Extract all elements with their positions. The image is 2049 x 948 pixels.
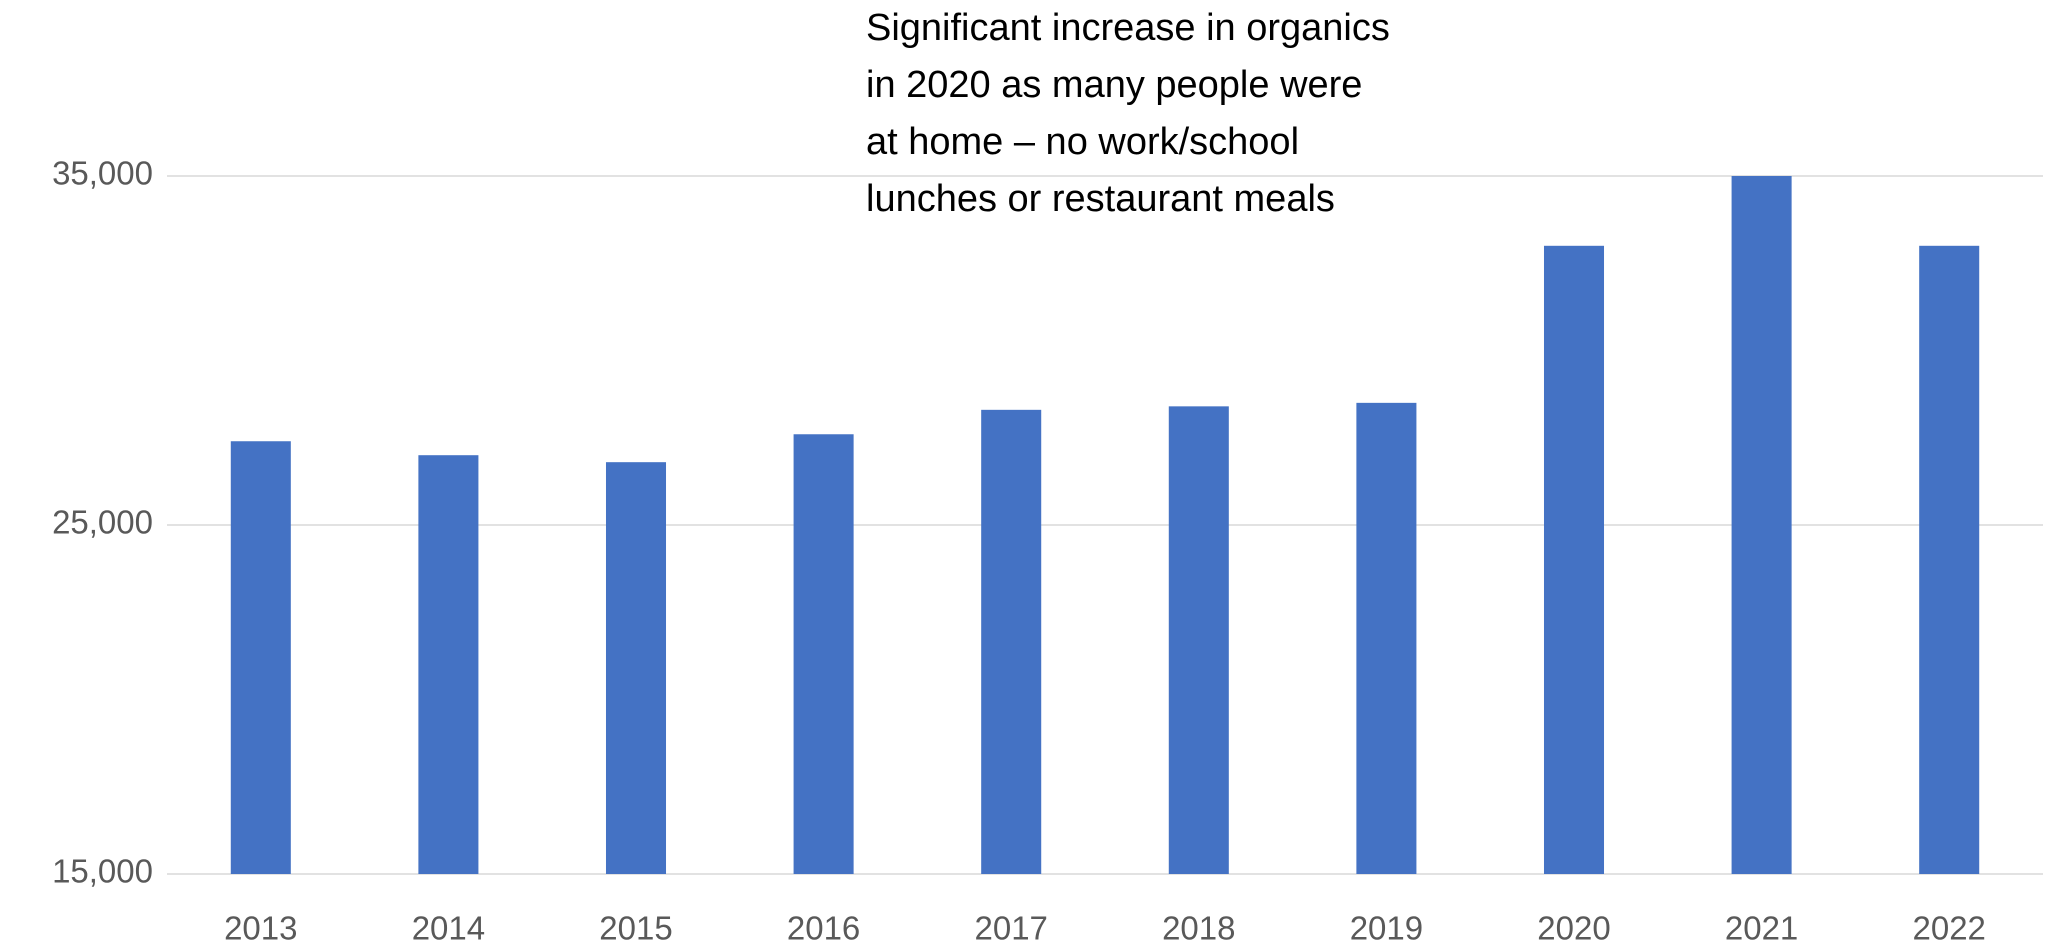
x-tick-label: 2022	[1912, 910, 1985, 947]
x-tick-label: 2020	[1537, 910, 1610, 947]
x-tick-label: 2019	[1350, 910, 1423, 947]
annotation: Significant increase in organics	[866, 7, 1390, 49]
bar	[418, 455, 479, 874]
bar	[230, 441, 291, 874]
bar	[793, 434, 854, 874]
bar	[1543, 245, 1605, 875]
x-tick-label: 2015	[599, 910, 672, 947]
x-tick-label: 2013	[224, 910, 297, 947]
x-tick-label: 2021	[1725, 910, 1798, 947]
bar	[1919, 245, 1980, 875]
y-tick-label: 35,000	[52, 155, 153, 192]
x-tick-label: 2017	[974, 910, 1047, 947]
bar	[605, 462, 667, 874]
annotation: in 2020 as many people were	[866, 64, 1362, 106]
bar	[981, 409, 1042, 874]
x-tick-label: 2018	[1162, 910, 1235, 947]
y-tick-label: 25,000	[52, 504, 153, 541]
annotation: at home – no work/school	[866, 121, 1299, 163]
y-tick-label: 15,000	[52, 853, 153, 890]
x-tick-label: 2016	[787, 910, 860, 947]
bar	[1356, 402, 1417, 874]
annotation: lunches or restaurant meals	[866, 178, 1335, 220]
x-tick-label: 2014	[412, 910, 485, 947]
bar	[1168, 406, 1229, 874]
bar	[1731, 176, 1792, 874]
